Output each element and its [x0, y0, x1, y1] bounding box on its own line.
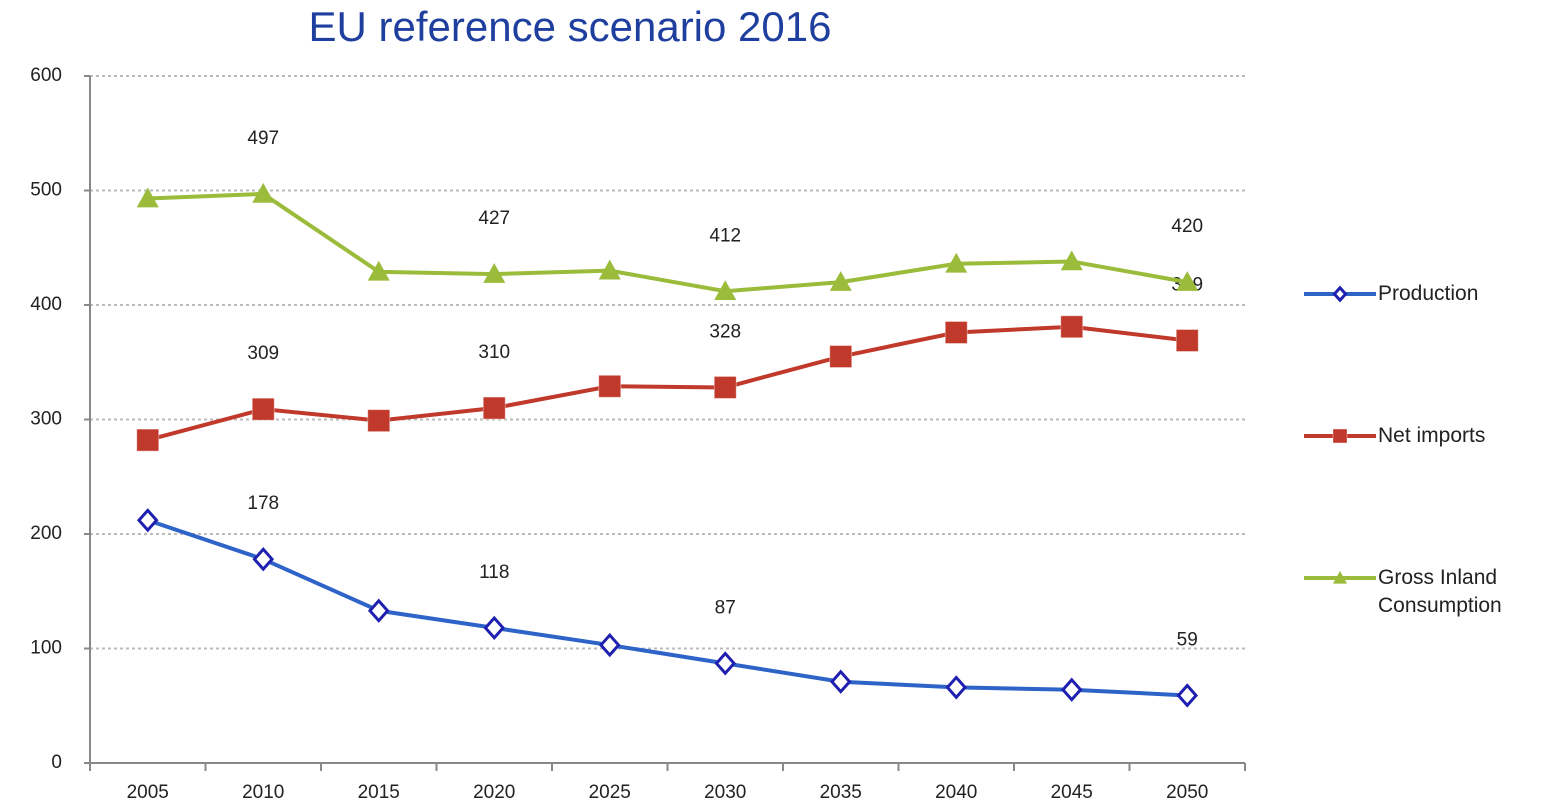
marker — [483, 263, 506, 283]
legend-item: Production — [1300, 280, 1538, 308]
x-tick-label: 2025 — [589, 782, 631, 803]
data-label: 420 — [1171, 216, 1203, 237]
marker — [1060, 250, 1083, 271]
marker — [1060, 677, 1083, 702]
marker — [598, 374, 622, 398]
y-tick-label: 200 — [30, 523, 62, 544]
marker — [598, 632, 621, 658]
legend-marker — [1333, 571, 1347, 584]
legend-icon — [1304, 428, 1376, 444]
marker — [136, 508, 159, 533]
legend-label: Production — [1378, 282, 1479, 305]
x-tick-label: 2005 — [127, 782, 169, 803]
y-tick-label: 300 — [30, 409, 62, 430]
marker — [251, 397, 275, 421]
x-tick-label: 2045 — [1051, 782, 1093, 803]
legend-item: Gross Inland Consumption — [1300, 564, 1538, 620]
x-tick-label: 2020 — [473, 782, 515, 803]
marker — [252, 547, 275, 572]
legend-marker — [1332, 285, 1348, 303]
marker — [598, 259, 621, 280]
x-tick-label: 2030 — [704, 782, 746, 803]
x-tick-label: 2040 — [935, 782, 977, 803]
marker — [252, 182, 275, 203]
legend-label: Gross Inland Consumption — [1378, 566, 1502, 617]
marker — [1175, 328, 1199, 352]
data-label: 497 — [247, 128, 279, 149]
marker — [714, 280, 737, 301]
x-tick-label: 2050 — [1166, 782, 1208, 803]
marker — [829, 271, 852, 291]
series-line — [147, 324, 1188, 443]
marker — [829, 345, 853, 369]
marker — [482, 396, 506, 420]
x-tick-label: 2015 — [358, 782, 400, 803]
legend-item: Net imports — [1300, 422, 1538, 450]
data-label: 427 — [478, 208, 510, 229]
series-line — [147, 518, 1188, 698]
data-label: 118 — [479, 562, 509, 583]
data-label: 87 — [715, 597, 736, 618]
marker — [136, 187, 159, 208]
marker — [136, 428, 160, 452]
y-tick-label: 0 — [51, 752, 62, 773]
data-label: 412 — [709, 225, 741, 246]
marker — [713, 375, 737, 399]
marker — [714, 651, 737, 676]
marker — [1060, 315, 1084, 339]
y-tick-label: 400 — [30, 294, 62, 315]
marker — [367, 260, 390, 281]
legend-label: Net imports — [1378, 424, 1486, 447]
marker — [945, 252, 968, 273]
y-tick-label: 600 — [30, 65, 62, 86]
marker — [945, 675, 968, 700]
series-line — [147, 191, 1188, 294]
x-tick-label: 2035 — [820, 782, 862, 803]
marker — [829, 669, 852, 694]
legend-icon — [1304, 285, 1376, 303]
data-label: 310 — [478, 342, 510, 363]
marker — [367, 409, 391, 433]
marker — [944, 320, 968, 344]
data-label: 309 — [247, 343, 279, 364]
x-tick-label: 2010 — [242, 782, 284, 803]
marker — [1176, 683, 1199, 708]
marker — [367, 598, 390, 623]
marker — [1176, 271, 1199, 291]
data-label: 59 — [1177, 629, 1198, 650]
chart-title: EU reference scenario 2016 — [309, 3, 832, 50]
y-tick-label: 500 — [30, 180, 62, 201]
y-tick-label: 100 — [30, 638, 62, 659]
data-label: 178 — [247, 493, 279, 514]
legend-icon — [1304, 571, 1376, 584]
data-label: 328 — [709, 321, 741, 342]
legend-marker — [1332, 428, 1348, 444]
marker — [483, 615, 506, 641]
